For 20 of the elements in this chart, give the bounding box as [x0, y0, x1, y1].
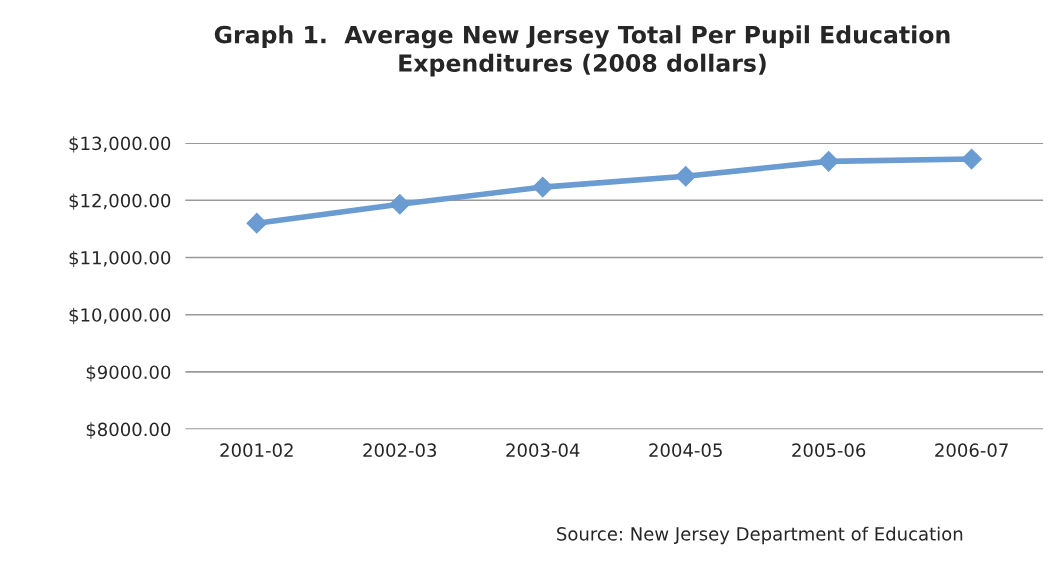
point	[246, 212, 268, 234]
x-tick-label: 2006-07	[935, 443, 1008, 458]
point	[961, 148, 982, 170]
x-tick-label: 2004-05	[649, 443, 722, 458]
y-tick-label: $12,000.00	[69, 193, 171, 210]
y-tick-label: $11,000.00	[69, 250, 171, 268]
point	[389, 193, 411, 215]
source-note: Source: New Jersey Department of Education	[557, 526, 963, 545]
y-tick-label: $8000.00	[86, 422, 171, 439]
point	[675, 165, 697, 187]
y-tick-label: $13,000.00	[69, 136, 171, 153]
y-tick-label: $10,000.00	[69, 307, 171, 325]
x-tick-label: 2001-02	[220, 443, 293, 458]
point	[818, 151, 840, 172]
x-tick-label: 2005-06	[792, 443, 866, 458]
chart-title: Graph 1. Average New Jersey Total Per Pupil Education Expenditures (2008 dollars)	[214, 25, 950, 77]
x-tick-label: 2003-04	[506, 443, 580, 458]
point	[532, 176, 554, 198]
y-tick-label: $9000.00	[86, 365, 171, 382]
x-tick-label: 2002-03	[363, 443, 437, 458]
